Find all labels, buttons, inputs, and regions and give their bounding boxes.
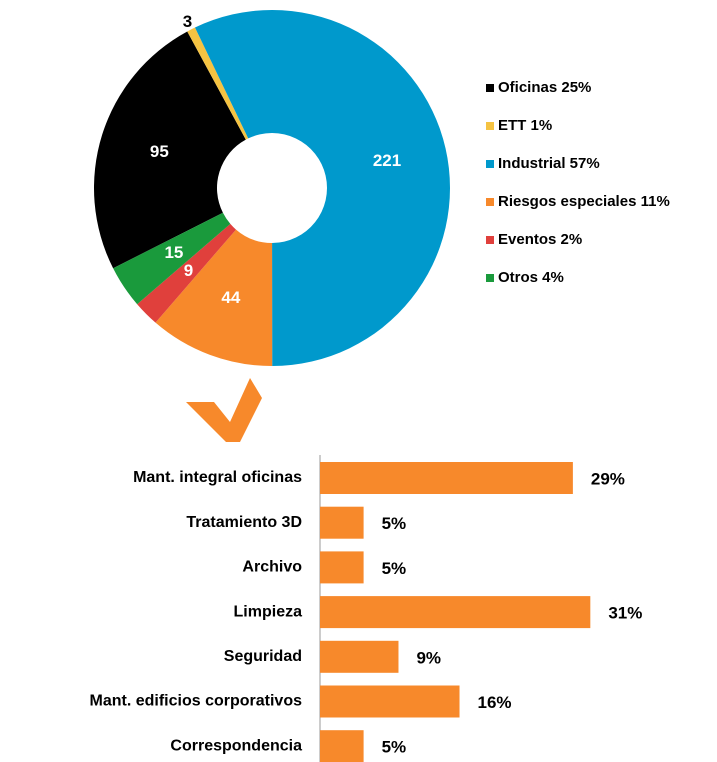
data-label: 95 — [150, 142, 169, 161]
bar — [320, 506, 364, 539]
bar — [320, 462, 573, 494]
category-label: Archivo — [242, 559, 302, 576]
donut-slice — [187, 27, 249, 140]
bar — [320, 640, 399, 673]
bar — [320, 596, 591, 629]
data-label: 3 — [183, 12, 192, 31]
donut-slice — [113, 212, 231, 305]
value-label: 9% — [416, 648, 441, 667]
legend-swatch — [486, 198, 494, 206]
value-label: 5% — [382, 514, 407, 533]
legend-swatch — [486, 236, 494, 244]
legend-label: Riesgos especiales 11% — [498, 193, 670, 210]
value-label: 5% — [382, 738, 407, 757]
category-label: Correspondencia — [170, 737, 302, 754]
category-label: Mant. edificios corporativos — [90, 693, 303, 710]
legend-swatch — [486, 84, 494, 92]
value-label: 29% — [591, 469, 625, 488]
value-label: 16% — [478, 693, 512, 712]
legend-swatch — [486, 274, 494, 282]
donut-slice — [194, 9, 450, 366]
donut-slice — [137, 223, 237, 323]
arrow-chevron — [186, 378, 262, 442]
bar — [320, 685, 460, 718]
data-label: 44 — [221, 288, 240, 307]
data-label: 221 — [373, 151, 401, 170]
value-label: 31% — [608, 604, 642, 623]
category-label: Limpieza — [234, 603, 303, 620]
donut-slice — [94, 31, 246, 269]
data-label: 15 — [164, 243, 183, 262]
legend-swatch — [486, 160, 494, 168]
bar — [320, 551, 364, 584]
category-label: Seguridad — [224, 648, 302, 665]
data-label: 9 — [184, 261, 193, 280]
legend-label: ETT 1% — [498, 117, 552, 134]
legend-label: Otros 4% — [498, 269, 564, 286]
donut-slice — [155, 229, 273, 366]
bar — [320, 730, 364, 762]
category-label: Mant. integral oficinas — [133, 469, 302, 486]
value-label: 5% — [382, 559, 407, 578]
legend-label: Eventos 2% — [498, 231, 582, 248]
legend-label: Oficinas 25% — [498, 79, 591, 96]
category-label: Tratamiento 3D — [186, 514, 302, 531]
legend-label: Industrial 57% — [498, 155, 600, 172]
legend-swatch — [486, 122, 494, 130]
